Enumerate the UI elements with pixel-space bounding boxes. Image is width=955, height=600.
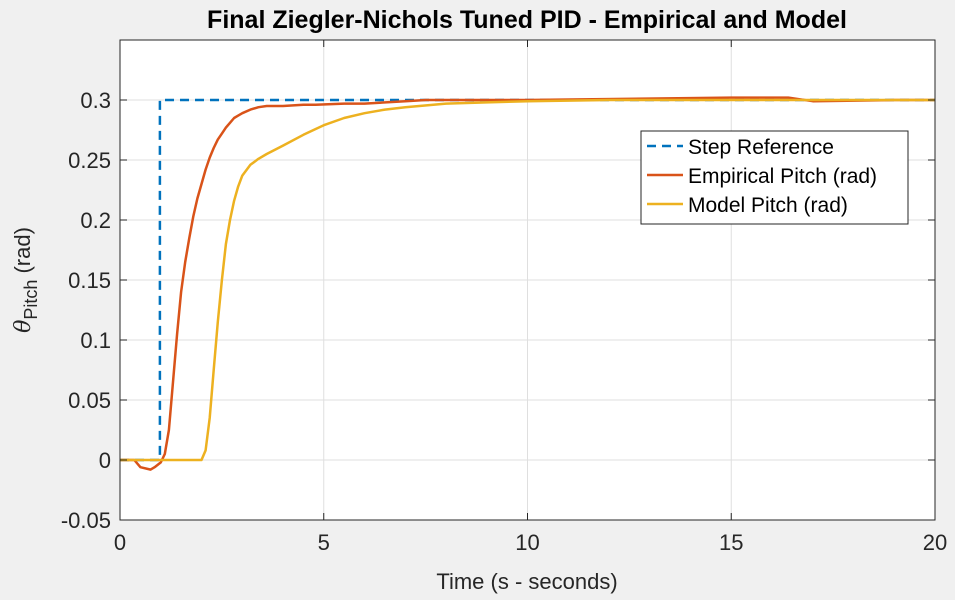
- legend-label-3: Model Pitch (rad): [688, 194, 848, 217]
- series-line-2: [120, 96, 935, 471]
- y-tick-label: 0.25: [68, 148, 111, 173]
- x-axis-label: Time (s - seconds): [436, 569, 617, 594]
- x-tick-label: 0: [114, 530, 126, 555]
- y-tick-label: 0.2: [80, 208, 111, 233]
- y-tick-label: 0.1: [80, 328, 111, 353]
- legend-label-1: Step Reference: [688, 136, 834, 159]
- y-axis-label-unit: (rad): [10, 227, 35, 280]
- legend: Step Reference Empirical Pitch (rad) Model…: [640, 130, 909, 225]
- x-tick-label: 10: [515, 530, 539, 555]
- y-tick-label: 0.15: [68, 268, 111, 293]
- series-layer: [120, 96, 935, 471]
- chart-title: Final Ziegler-Nichols Tuned PID - Empiri…: [207, 6, 847, 34]
- x-tick-label: 20: [923, 530, 947, 555]
- y-axis-label: θPitch (rad): [10, 227, 41, 333]
- x-tick-label: 5: [318, 530, 330, 555]
- y-axis-label-subscript: Pitch: [21, 280, 41, 320]
- y-axis-label-symbol: θ: [11, 320, 36, 333]
- legend-label-2: Empirical Pitch (rad): [688, 165, 877, 188]
- y-tick-label: 0.05: [68, 388, 111, 413]
- series-line-3: [120, 98, 935, 462]
- y-tick-label: 0: [99, 448, 111, 473]
- x-tick-label: 15: [719, 530, 743, 555]
- y-tick-label: 0.3: [80, 88, 111, 113]
- legend-box: [640, 130, 909, 225]
- y-tick-label: -0.05: [61, 508, 111, 533]
